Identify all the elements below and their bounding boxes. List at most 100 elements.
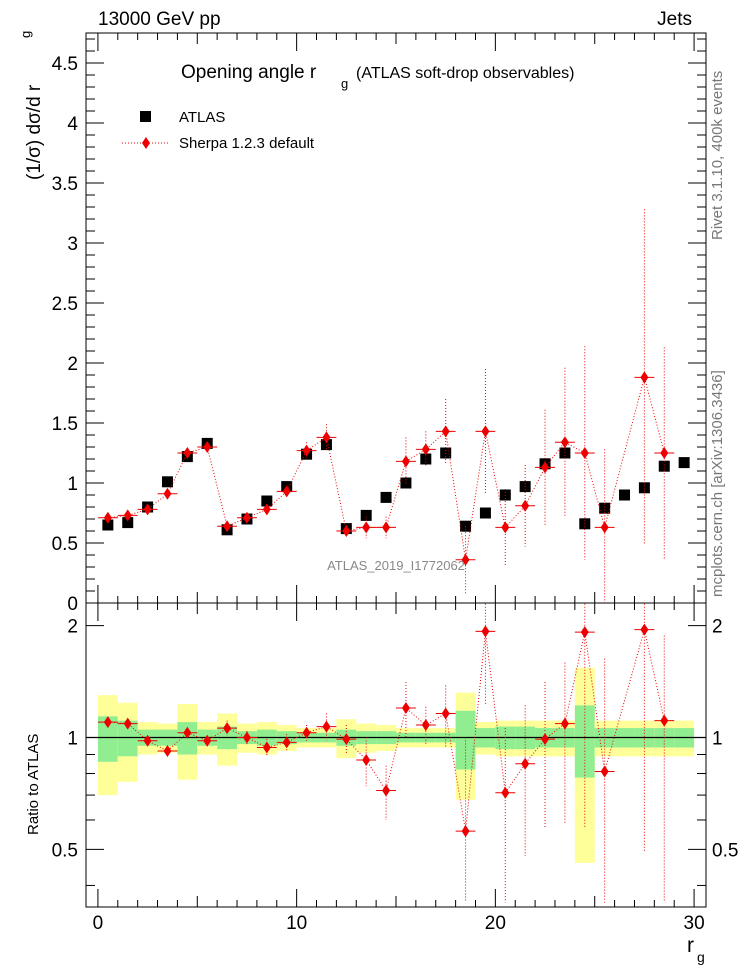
band-inner: [455, 710, 476, 770]
ratio-y-tick-label-right: 2: [712, 617, 723, 638]
sherpa-point: [541, 461, 550, 474]
sherpa-point: [223, 520, 232, 533]
x-axis-title-sub: g: [697, 949, 705, 965]
y-tick-label: 4: [67, 114, 78, 135]
sherpa-ratio-point: [461, 825, 470, 838]
mcplots-label: mcplots.cern.ch [arXiv:1306.3436]: [709, 370, 726, 597]
sherpa-point: [262, 503, 271, 516]
y-tick-label: 1.5: [52, 414, 78, 435]
chart-title-sub: g: [341, 76, 348, 91]
sherpa-point: [143, 503, 152, 516]
sherpa-ratio-point: [143, 734, 152, 747]
sherpa-point: [342, 525, 351, 537]
sherpa-ratio-point: [322, 720, 331, 733]
sherpa-ratio-point: [282, 736, 291, 749]
chart-title-main: Opening angle r: [181, 62, 317, 83]
y-tick-label: 3: [67, 234, 78, 255]
y-tick-label: 0.5: [52, 534, 78, 555]
sherpa-point: [203, 441, 212, 453]
sherpa-ratio-connector: [107, 629, 665, 832]
sherpa-ratio-point: [123, 717, 132, 730]
sherpa-ratio-point: [163, 744, 172, 757]
chart-title: Opening angle r g (ATLAS soft-drop obser…: [181, 62, 574, 91]
atlas-point: [599, 502, 611, 514]
atlas-point: [638, 482, 650, 494]
sherpa-ratio-point: [382, 784, 391, 797]
sherpa-ratio-point: [501, 786, 510, 799]
sherpa-point: [441, 425, 450, 438]
sherpa-point: [282, 485, 291, 498]
sherpa-point: [521, 499, 530, 512]
x-axis-title: r g: [687, 934, 705, 965]
sherpa-ratio-point: [600, 765, 609, 778]
band-inner: [117, 720, 138, 757]
atlas-point: [380, 491, 392, 503]
ratio-y-tick-label: 2: [67, 617, 78, 638]
sherpa-ratio-point: [183, 726, 192, 739]
y-tick-label: 2: [67, 354, 78, 375]
ratio-y-tick-label: 1: [67, 728, 78, 749]
x-tick-label: 20: [485, 913, 506, 934]
sherpa-ratio-point: [421, 719, 430, 732]
analysis-watermark: ATLAS_2019_I1772062: [327, 558, 465, 573]
sherpa-point: [362, 521, 371, 534]
y-tick-label: 0: [67, 594, 78, 615]
sherpa-ratio-point: [541, 733, 550, 746]
sherpa-point: [302, 444, 311, 457]
legend-atlas-marker: [140, 111, 151, 122]
sherpa-ratio-point: [103, 716, 112, 729]
ratio-uncertainty-band: [86, 667, 706, 863]
sherpa-ratio-point: [481, 625, 490, 638]
x-tick-label: 30: [684, 913, 705, 934]
x-tick-label: 0: [93, 913, 104, 934]
sherpa-point: [660, 447, 669, 459]
ratio-y-axis-title: Ratio to ATLAS: [25, 734, 42, 835]
sherpa-point: [382, 521, 391, 534]
sherpa-ratio-point: [302, 726, 311, 739]
sherpa-ratio-point: [242, 731, 251, 744]
atlas-point: [559, 447, 571, 459]
atlas-point: [619, 489, 631, 501]
sherpa-ratio-point: [560, 717, 569, 730]
y-tick-label: 4.5: [52, 54, 78, 75]
sherpa-point: [183, 447, 192, 459]
ratio-axes: 0 10 20 30 0.5 0.5 1 1 2 2: [52, 602, 738, 934]
sherpa-point: [481, 425, 490, 438]
x-axis-title-main: r: [687, 934, 694, 957]
header-process-label: Jets: [657, 9, 692, 30]
y-tick-label: 2.5: [52, 294, 78, 315]
y-axis-title-main: (1/σ) dσ/d r: [24, 84, 45, 180]
atlas-point: [102, 519, 114, 531]
atlas-point: [678, 457, 690, 469]
atlas-point: [320, 439, 332, 451]
atlas-point: [261, 495, 273, 507]
atlas-point: [658, 460, 670, 472]
sherpa-ratio-point: [223, 722, 232, 735]
sherpa-ratio-point: [262, 741, 271, 754]
y-tick-label: 3.5: [52, 174, 78, 195]
x-tick-label: 10: [286, 913, 307, 934]
atlas-point: [360, 509, 372, 521]
header-energy-label: 13000 GeV pp: [98, 9, 221, 30]
main-data-marks: [97, 209, 690, 603]
sherpa-ratio-point: [203, 734, 212, 747]
sherpa-ratio-point: [660, 714, 669, 727]
atlas-point: [161, 476, 173, 488]
sherpa-point: [560, 436, 569, 449]
sherpa-point: [461, 553, 470, 566]
sherpa-ratio-point: [521, 757, 530, 770]
y-axis-title-sub: g: [18, 31, 33, 38]
sherpa-point: [401, 455, 410, 468]
sherpa-ratio-point: [640, 623, 649, 636]
ratio-y-tick-label: 0.5: [52, 840, 78, 861]
sherpa-point: [163, 487, 172, 500]
sherpa-ratio-point: [342, 733, 351, 746]
legend-atlas-label: ATLAS: [179, 109, 225, 126]
sherpa-point: [580, 447, 589, 459]
ratio-y-tick-label-right: 1: [712, 728, 723, 749]
sherpa-ratio-point: [580, 626, 589, 639]
ratio-y-tick-label-right: 0.5: [712, 840, 738, 861]
sherpa-point: [103, 511, 112, 524]
sherpa-point: [123, 509, 132, 522]
legend-sherpa-marker: [142, 137, 150, 149]
